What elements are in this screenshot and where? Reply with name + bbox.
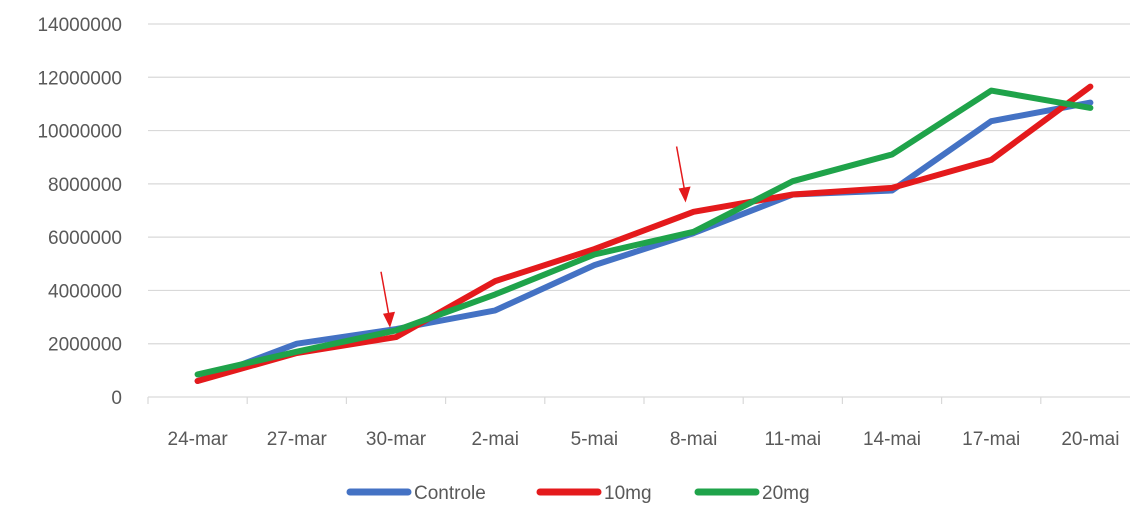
legend-label: Controle xyxy=(414,483,486,504)
x-tick-label: 27-mar xyxy=(267,429,328,450)
legend-item: Controle xyxy=(346,483,486,504)
y-tick-label: 2000000 xyxy=(48,335,122,356)
y-tick-label: 14000000 xyxy=(37,15,122,36)
legend-item: 10mg xyxy=(536,483,652,504)
series-lines xyxy=(194,83,1094,384)
x-tick-label: 11-mai xyxy=(764,429,821,450)
series-line-10mg xyxy=(194,83,1094,384)
legend-item: 20mg xyxy=(694,483,810,504)
series-line-20mg xyxy=(194,87,1094,378)
annotations xyxy=(380,146,691,328)
legend-label: 20mg xyxy=(762,483,810,504)
series-line-controle xyxy=(194,99,1094,384)
x-tick-label: 5-mai xyxy=(571,429,619,450)
y-tick-label: 8000000 xyxy=(48,175,122,196)
x-tick-label: 8-mai xyxy=(670,429,718,450)
x-tick-label: 30-mar xyxy=(366,429,427,450)
legend-label: 10mg xyxy=(604,483,652,504)
annotation-arrow xyxy=(380,271,395,328)
y-tick-label: 12000000 xyxy=(37,68,122,89)
x-tick-label: 2-mai xyxy=(471,429,519,450)
y-tick-label: 0 xyxy=(111,388,122,409)
legend: Controle 10mg 20mg xyxy=(346,483,810,504)
y-tick-label: 10000000 xyxy=(37,122,122,143)
x-tick-label: 20-mai xyxy=(1061,429,1119,450)
y-axis-ticks: 0 2000000 4000000 6000000 8000000 10000000 120… xyxy=(37,15,122,409)
x-tick-label: 24-mar xyxy=(168,429,229,450)
y-tick-label: 4000000 xyxy=(48,281,122,302)
y-tick-label: 6000000 xyxy=(48,228,122,249)
x-tick-label: 17-mai xyxy=(962,429,1020,450)
x-tick-label: 14-mai xyxy=(863,429,921,450)
annotation-arrow xyxy=(675,146,691,203)
x-axis-ticks: 24-mar 27-mar 30-mar 2-mai 5-mai 8-mai 11-mai 1… xyxy=(168,429,1120,450)
